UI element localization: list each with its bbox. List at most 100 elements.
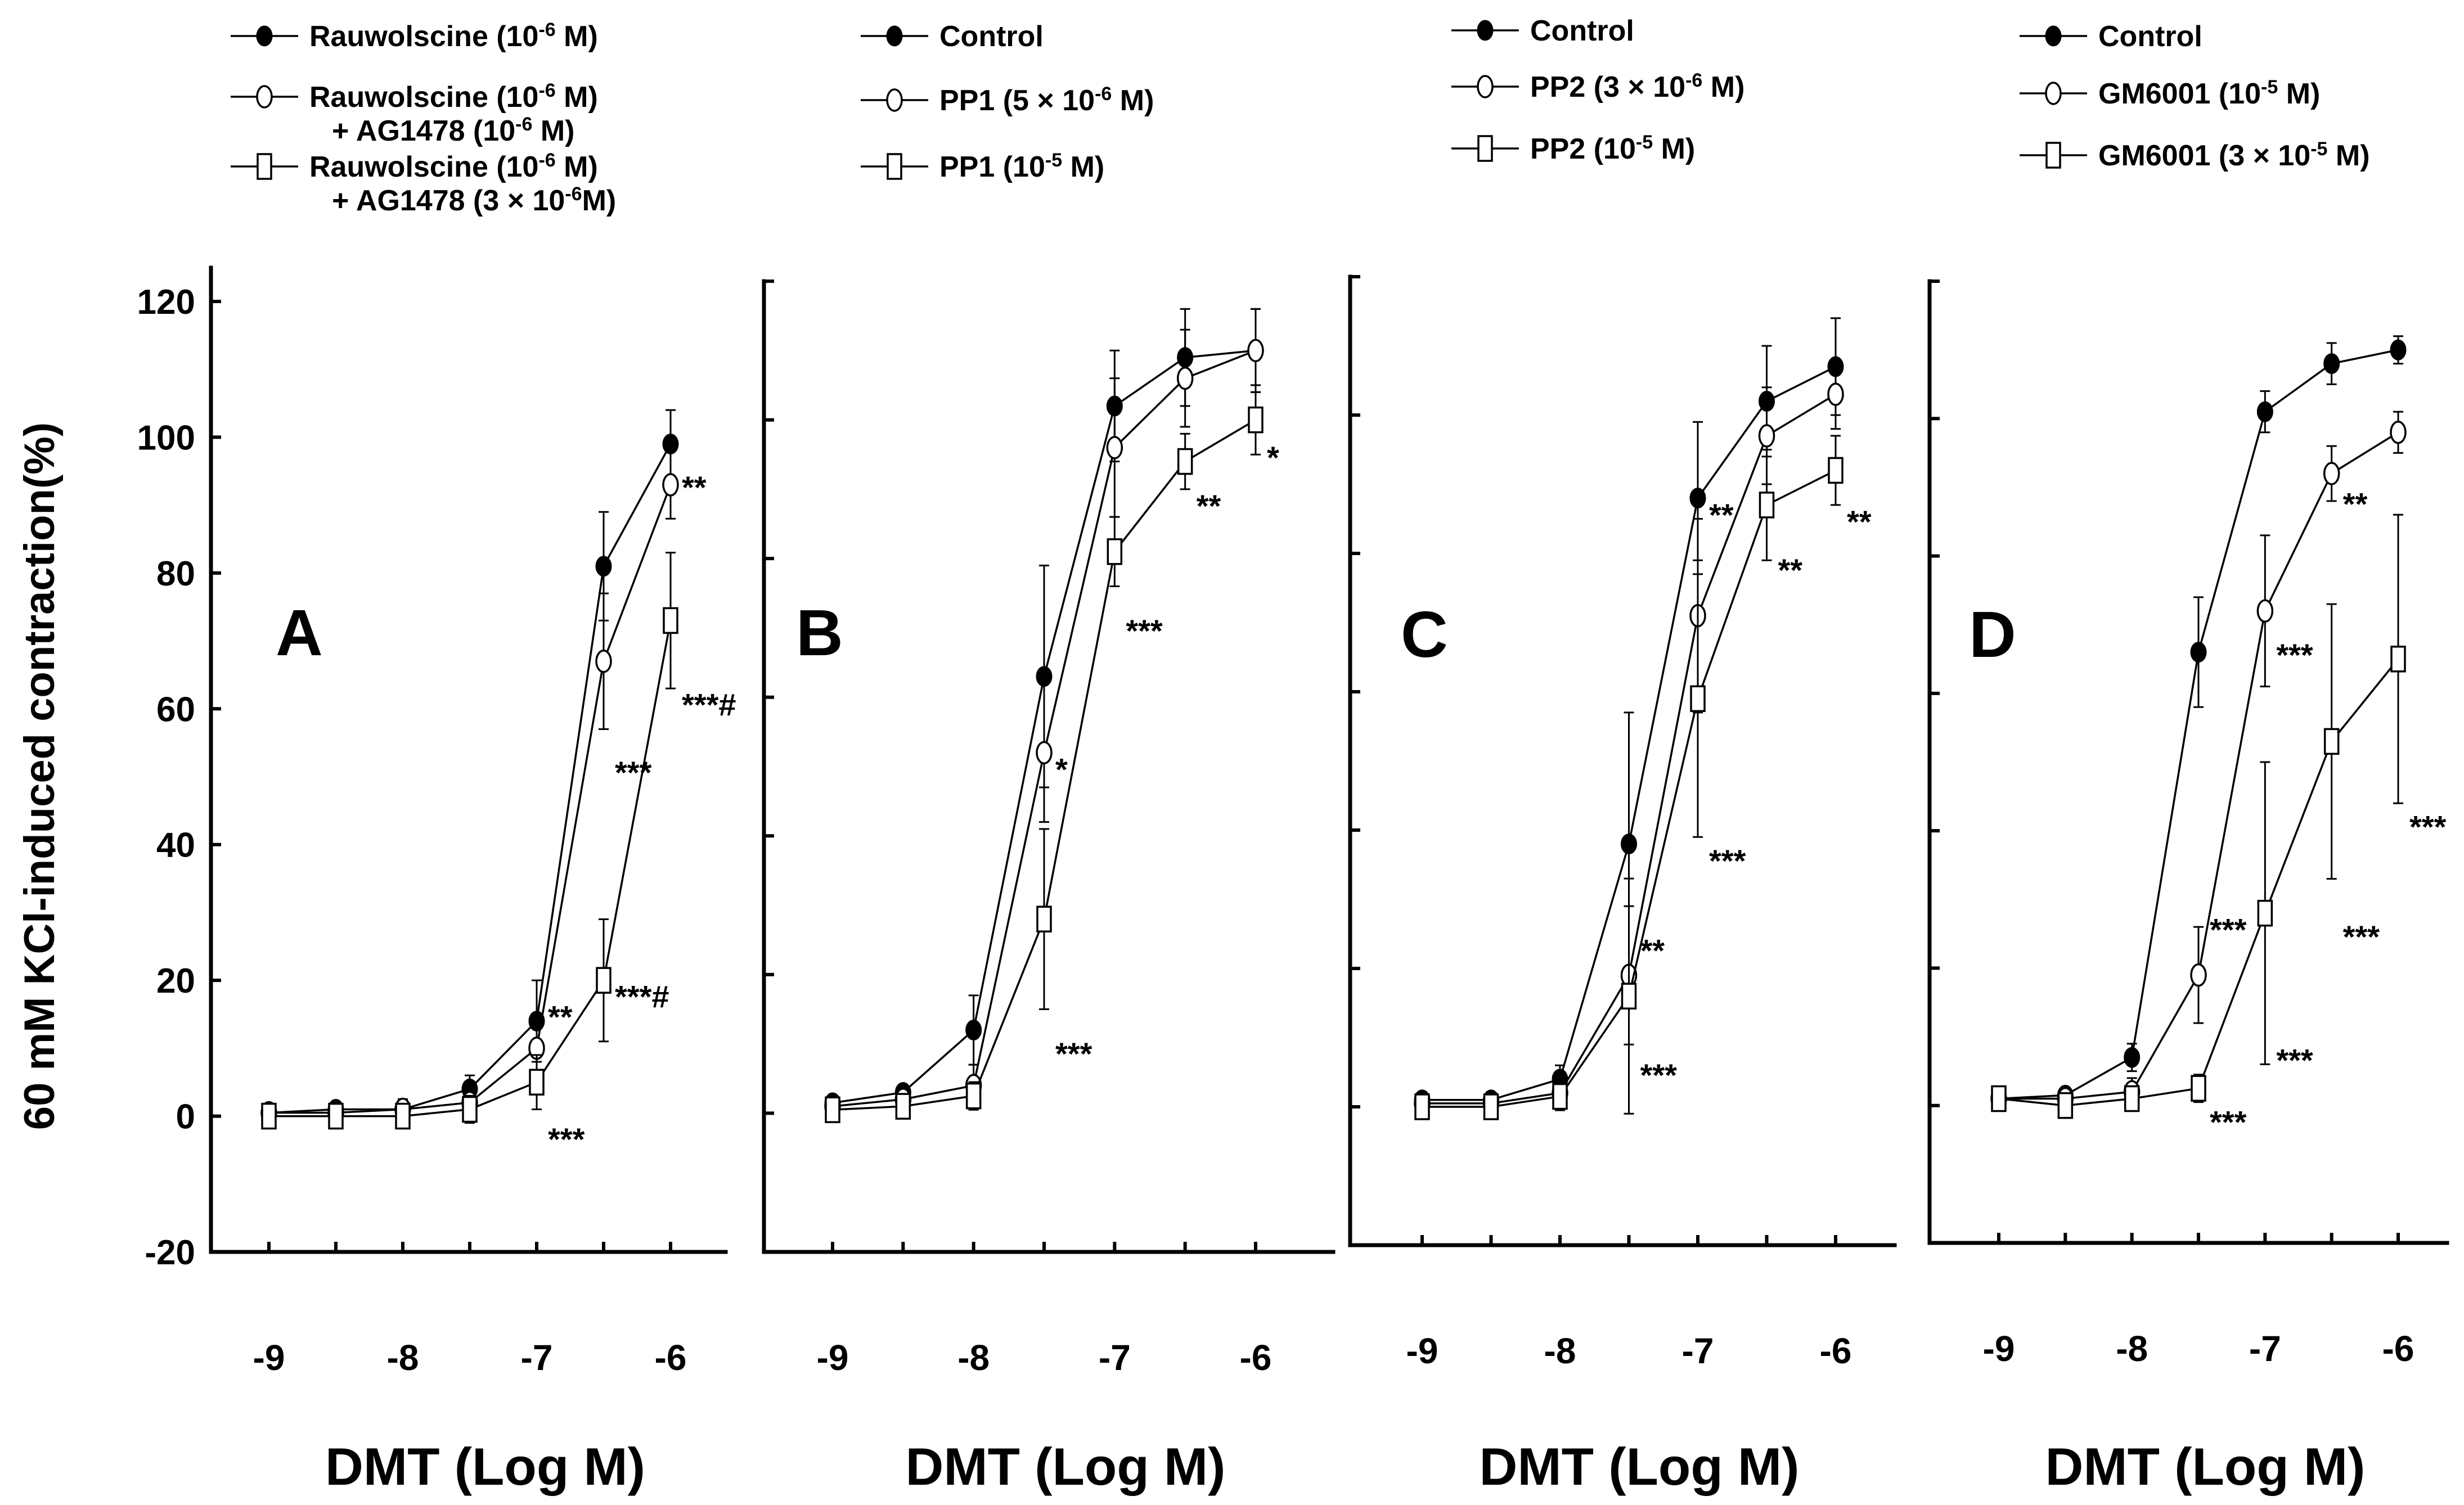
legend-marker — [257, 153, 272, 180]
x-tick-label: -7 — [521, 1337, 553, 1378]
significance-marker: ** — [682, 470, 707, 505]
legend-label: PP2 (10-5 M) — [1530, 132, 1695, 165]
data-point — [1248, 406, 1264, 434]
significance-marker: ** — [1640, 933, 1665, 968]
significance-marker: *** — [1709, 843, 1746, 878]
series-line — [1998, 658, 2399, 1107]
data-point — [596, 967, 611, 994]
data-point — [2390, 646, 2406, 673]
legend-label: + AG1478 (10-6 M) — [332, 114, 575, 147]
data-point — [1689, 488, 1706, 509]
data-point — [825, 1096, 840, 1124]
panel-letter: D — [1969, 598, 2016, 671]
legend: Control PP2 (3 × 10-6 M) PP2 (10-5 M) — [1451, 15, 1744, 165]
data-point — [1827, 382, 1844, 406]
y-tick-label: -20 — [145, 1233, 195, 1272]
data-point — [2323, 353, 2340, 375]
significance-marker: *** — [2210, 912, 2247, 948]
legend-marker — [2045, 82, 2062, 105]
significance-marker: *** — [1640, 1057, 1678, 1093]
data-point — [2124, 1085, 2140, 1112]
legend: Rauwolscine (10-6 M) Rauwolscine (10-6 M)… — [231, 19, 616, 217]
legend: Control GM6001 (10-5 M) GM6001 (3 × 10-5 M… — [2020, 20, 2370, 172]
panel-letter: A — [276, 596, 323, 669]
data-point — [1483, 1093, 1499, 1120]
data-point — [2390, 420, 2407, 444]
x-axis-title: DMT (Log M) — [905, 1437, 1225, 1496]
significance-marker: ** — [1197, 488, 1221, 524]
x-tick-label: -8 — [387, 1337, 419, 1378]
data-point — [462, 1096, 478, 1123]
data-point — [2323, 728, 2340, 755]
data-point — [1176, 366, 1194, 390]
legend-label: Control — [939, 20, 1044, 53]
data-point — [2190, 963, 2207, 987]
panel-a: 120 100 80 60 40 20 0 -20 -9 -8 -7 -6 DMT (Log M) A **… — [137, 19, 736, 1496]
legend-label: Rauwolscine (10-6 M) — [309, 80, 598, 114]
x-tick-label: -6 — [2382, 1328, 2414, 1369]
x-tick-label: -8 — [957, 1337, 990, 1378]
data-point — [595, 650, 612, 673]
significance-marker: ** — [1847, 504, 1872, 539]
series-line — [269, 620, 672, 1118]
data-point — [2323, 462, 2340, 485]
data-point — [395, 1102, 411, 1130]
significance-marker: *** — [1055, 1036, 1092, 1071]
x-tick-label: -9 — [253, 1337, 285, 1378]
data-point — [965, 1082, 982, 1110]
data-point — [1621, 833, 1637, 855]
data-point — [662, 473, 679, 497]
data-point — [595, 556, 612, 577]
legend-label: Rauwolscine (10-6 M) — [309, 19, 598, 53]
significance-marker: ** — [2343, 486, 2368, 521]
x-tick-label: -6 — [1240, 1337, 1272, 1378]
data-point — [1036, 741, 1053, 765]
data-point — [2390, 339, 2407, 361]
legend-marker — [256, 85, 273, 109]
data-point — [2256, 401, 2273, 422]
data-point — [1414, 1093, 1430, 1120]
data-point — [2124, 1047, 2141, 1068]
data-point — [1106, 436, 1123, 459]
y-tick-label: 100 — [137, 418, 195, 457]
data-point — [965, 1019, 982, 1040]
y-axis-title: 60 mM KCl-induced contraction(%) — [16, 422, 64, 1130]
data-point — [1828, 457, 1843, 484]
x-tick-label: -6 — [655, 1337, 687, 1378]
legend-marker — [1477, 135, 1493, 162]
significance-marker: *** — [2343, 919, 2380, 954]
data-point — [2257, 899, 2273, 927]
data-point — [1991, 1085, 2007, 1112]
significance-marker: * — [1267, 440, 1279, 475]
data-point — [1247, 339, 1264, 363]
data-point — [1690, 685, 1706, 713]
significance-marker: ** — [1709, 497, 1734, 533]
data-point — [1552, 1083, 1568, 1110]
x-tick-label: -7 — [1099, 1337, 1131, 1378]
legend-marker — [886, 88, 903, 112]
legend-marker — [1477, 75, 1494, 98]
data-point — [1621, 983, 1637, 1010]
x-axis-title: DMT (Log M) — [1479, 1437, 1799, 1496]
legend-label: PP2 (3 × 10-6 M) — [1530, 70, 1744, 103]
significance-marker: ** — [1778, 552, 1803, 588]
significance-marker: *** — [2276, 1043, 2313, 1078]
x-tick-label: -9 — [817, 1337, 849, 1378]
data-point — [1036, 905, 1052, 932]
x-tick-label: -8 — [2116, 1328, 2148, 1369]
significance-marker: * — [1055, 752, 1068, 787]
significance-marker: *** — [615, 755, 652, 790]
significance-marker: *** — [2210, 1105, 2247, 1140]
y-tick-label: 40 — [156, 826, 195, 865]
legend-marker — [1477, 20, 1494, 41]
data-point — [328, 1102, 344, 1130]
legend-label: + AG1478 (3 × 10-6M) — [332, 183, 616, 217]
x-tick-label: -9 — [1983, 1328, 2015, 1369]
legend-marker — [256, 25, 273, 47]
x-tick-label: -7 — [2249, 1328, 2281, 1369]
legend-label: Control — [1530, 15, 1634, 47]
y-tick-label: 60 — [156, 690, 195, 729]
